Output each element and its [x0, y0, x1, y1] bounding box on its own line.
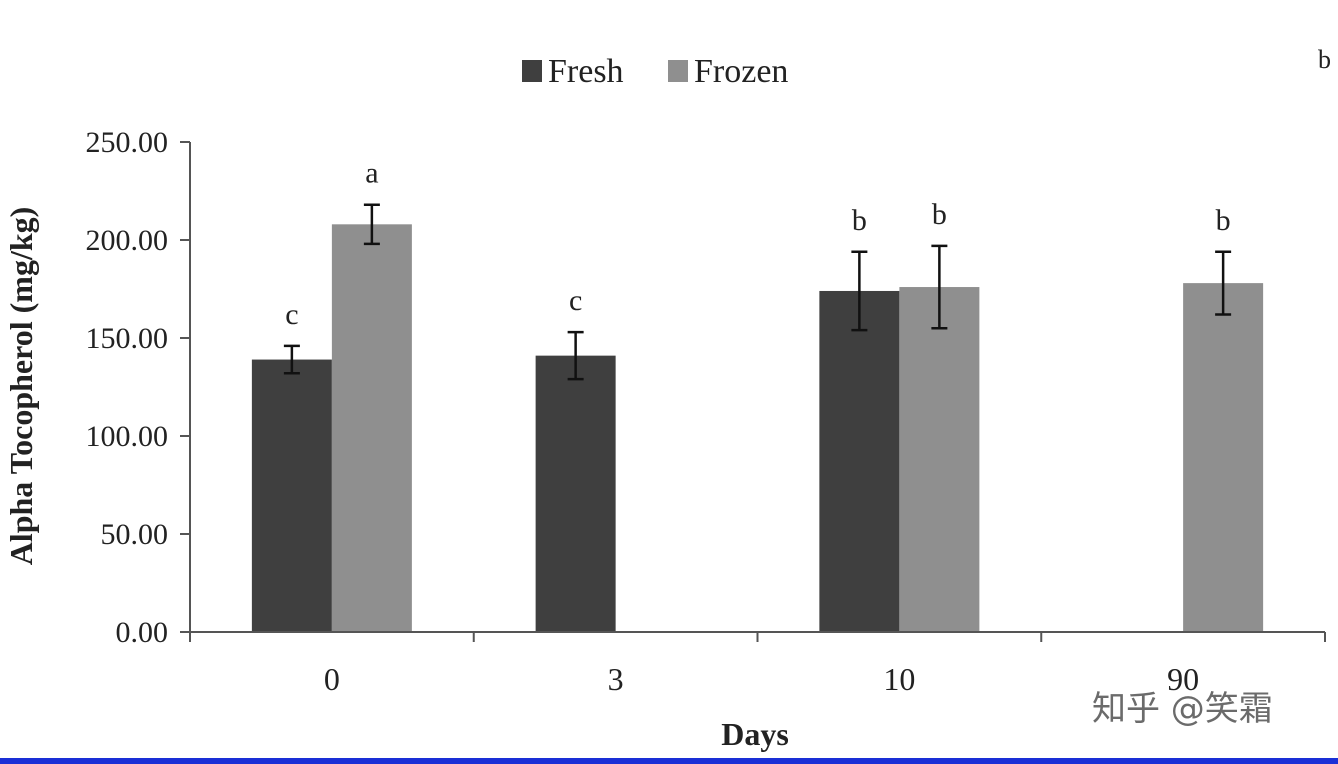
- y-ticks: 0.00 50.00 100.00 150.00 200.00 250.00: [86, 126, 190, 649]
- y-tick-label: 0.00: [116, 616, 169, 649]
- error-bar-fresh-0: [283, 344, 300, 375]
- y-tick-label: 50.00: [101, 518, 169, 551]
- bar-frozen-90: [1183, 283, 1264, 632]
- legend-item-fresh: Fresh: [522, 53, 624, 90]
- y-tick-label: 150.00: [86, 322, 169, 355]
- legend-swatch: [668, 60, 688, 82]
- bars: [251, 224, 1264, 632]
- x-tick-label: 0: [324, 661, 340, 697]
- significance-letter: c: [569, 284, 582, 317]
- y-tick-label: 250.00: [86, 126, 169, 159]
- legend-swatch: [522, 60, 542, 82]
- error-bar-fresh-3: [567, 330, 584, 381]
- x-axis-title: Days: [721, 716, 789, 752]
- error-bars: [283, 203, 1232, 381]
- error-bar-frozen-0: [363, 203, 380, 246]
- bar-fresh-0: [251, 359, 332, 632]
- corner-label: b: [1318, 45, 1331, 74]
- bar-fresh-10: [819, 290, 900, 632]
- legend: Fresh Frozen: [522, 53, 788, 90]
- significance-labels: c c b a b b: [285, 157, 1230, 331]
- significance-letter: b: [932, 198, 947, 231]
- bar-fresh-3: [535, 355, 616, 632]
- significance-letter: b: [852, 204, 867, 237]
- y-tick-label: 200.00: [86, 224, 169, 257]
- x-ticks: 0 3 10 90: [189, 632, 1326, 697]
- legend-label: Frozen: [694, 53, 788, 90]
- x-tick-label: 90: [1167, 661, 1199, 697]
- error-bar-frozen-90: [1215, 250, 1232, 316]
- legend-item-frozen: Frozen: [668, 53, 788, 90]
- error-bar-fresh-10: [851, 250, 868, 332]
- significance-letter: c: [285, 298, 298, 331]
- bar-frozen-0: [331, 224, 412, 632]
- watermark: 知乎 @笑霜: [1092, 689, 1273, 729]
- bar-frozen-10: [899, 287, 980, 632]
- y-tick-label: 100.00: [86, 420, 169, 453]
- x-tick-label: 3: [608, 661, 624, 697]
- error-bar-frozen-10: [931, 244, 948, 330]
- legend-label: Fresh: [548, 53, 624, 90]
- significance-letter: b: [1216, 204, 1231, 237]
- x-tick-label: 10: [883, 661, 915, 697]
- y-axis-title: Alpha Tocopherol (mg/kg): [3, 207, 39, 566]
- significance-letter: a: [365, 157, 378, 190]
